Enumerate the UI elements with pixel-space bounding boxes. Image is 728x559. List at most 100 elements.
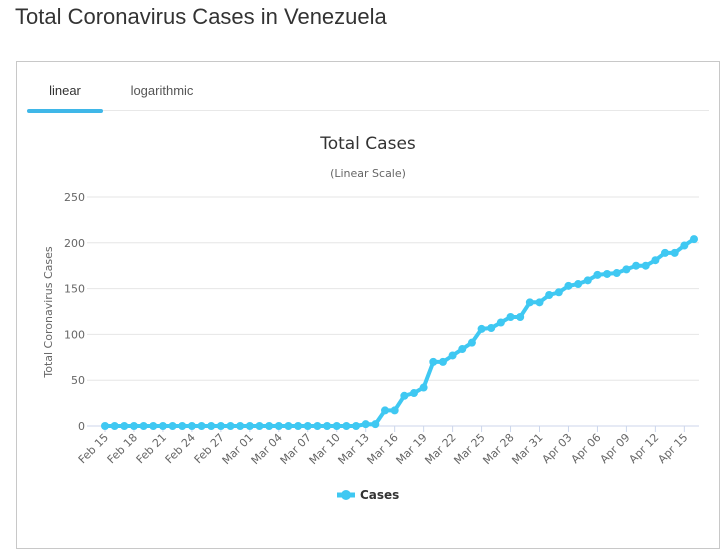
data-point[interactable] — [554, 288, 563, 297]
x-tick-label: Apr 06 — [569, 431, 604, 466]
y-tick-label: 250 — [64, 191, 85, 204]
data-point[interactable] — [168, 422, 177, 430]
series-cases — [101, 235, 698, 430]
data-point[interactable] — [149, 422, 158, 430]
data-point[interactable] — [197, 422, 206, 430]
data-point[interactable] — [583, 276, 592, 285]
data-point[interactable] — [207, 422, 216, 430]
data-point[interactable] — [352, 422, 361, 430]
x-tick-label: Mar 28 — [480, 431, 516, 467]
data-point[interactable] — [487, 323, 496, 332]
x-tick-label: Feb 24 — [163, 431, 198, 466]
data-point[interactable] — [564, 281, 573, 290]
data-point[interactable] — [390, 406, 399, 415]
y-axis-title: Total Coronavirus Cases — [42, 246, 55, 379]
data-point[interactable] — [101, 422, 109, 430]
legend[interactable]: Cases — [337, 488, 399, 502]
data-point[interactable] — [400, 391, 409, 400]
data-point[interactable] — [612, 269, 621, 278]
y-tick-label: 0 — [78, 420, 85, 433]
data-point[interactable] — [622, 265, 631, 274]
data-point[interactable] — [294, 422, 303, 430]
x-tick-label: Mar 22 — [422, 431, 458, 467]
x-tick-label: Feb 21 — [134, 431, 169, 466]
x-tick-label: Feb 15 — [76, 431, 111, 466]
data-point[interactable] — [661, 248, 670, 257]
data-point[interactable] — [255, 422, 264, 430]
data-point[interactable] — [525, 298, 534, 307]
data-point[interactable] — [274, 422, 283, 430]
data-point[interactable] — [158, 422, 167, 430]
data-point[interactable] — [323, 422, 332, 430]
legend-label-cases: Cases — [360, 488, 399, 502]
data-point[interactable] — [284, 422, 293, 430]
data-point[interactable] — [641, 261, 650, 270]
data-point[interactable] — [545, 291, 554, 300]
chart-panel: linear logarithmic Total Cases (Linear S… — [16, 61, 720, 549]
data-point[interactable] — [129, 422, 138, 430]
data-point[interactable] — [467, 338, 476, 347]
data-point[interactable] — [574, 280, 583, 289]
scale-tabs: linear logarithmic — [27, 62, 709, 113]
data-point[interactable] — [632, 261, 641, 270]
data-point[interactable] — [458, 345, 467, 354]
x-tick-label: Apr 03 — [540, 431, 575, 466]
x-tick-label: Apr 15 — [655, 431, 690, 466]
data-point[interactable] — [216, 422, 225, 430]
series-line-cases — [103, 237, 696, 428]
page-title: Total Coronavirus Cases in Venezuela — [15, 4, 387, 29]
data-point[interactable] — [506, 312, 515, 321]
y-tick-label: 200 — [64, 237, 85, 250]
x-tick-label: Mar 01 — [220, 431, 256, 467]
data-point[interactable] — [603, 269, 612, 278]
data-point[interactable] — [371, 420, 380, 429]
data-point[interactable] — [381, 406, 390, 415]
data-point[interactable] — [342, 422, 351, 430]
data-point[interactable] — [438, 357, 447, 366]
x-tick-label: Mar 16 — [365, 431, 401, 467]
x-tick-label: Mar 31 — [509, 431, 545, 467]
tab-linear[interactable]: linear — [27, 62, 103, 113]
x-tick-label: Apr 09 — [598, 431, 633, 466]
data-point[interactable] — [245, 422, 254, 430]
data-point[interactable] — [332, 422, 341, 430]
data-point[interactable] — [593, 270, 602, 279]
x-tick-label: Feb 18 — [105, 431, 140, 466]
data-point[interactable] — [680, 241, 689, 250]
data-point[interactable] — [178, 422, 187, 430]
x-tick-label: Mar 13 — [336, 431, 372, 467]
data-point[interactable] — [535, 298, 544, 307]
data-point[interactable] — [477, 324, 486, 333]
data-point[interactable] — [110, 422, 119, 430]
data-point[interactable] — [448, 351, 457, 360]
data-point[interactable] — [429, 357, 438, 366]
chart-subtitle: (Linear Scale) — [330, 167, 406, 180]
x-tick-label: Mar 10 — [307, 431, 343, 467]
data-point[interactable] — [187, 422, 196, 430]
data-point[interactable] — [313, 422, 322, 430]
data-point[interactable] — [419, 383, 428, 392]
data-point[interactable] — [651, 256, 660, 265]
y-tick-label: 50 — [71, 374, 85, 387]
data-point[interactable] — [409, 389, 418, 398]
x-tick-label: Mar 04 — [249, 431, 285, 467]
x-tick-label: Apr 12 — [626, 431, 661, 466]
data-point[interactable] — [120, 422, 129, 430]
data-point[interactable] — [303, 422, 312, 430]
data-point[interactable] — [670, 248, 679, 257]
y-axis-ticks: 0 50 100 150 200 250 — [64, 191, 85, 433]
x-tick-label: Mar 25 — [451, 431, 487, 467]
data-point[interactable] — [516, 312, 525, 321]
data-point[interactable] — [139, 422, 148, 430]
x-tick-label: Mar 07 — [278, 431, 314, 467]
tab-logarithmic[interactable]: logarithmic — [130, 83, 194, 98]
data-point[interactable] — [690, 235, 698, 244]
data-point[interactable] — [226, 422, 235, 430]
data-point[interactable] — [265, 422, 274, 430]
chart-title: Total Cases — [319, 134, 416, 154]
data-point[interactable] — [496, 318, 505, 327]
grid-lines — [87, 196, 699, 427]
data-point[interactable] — [236, 422, 245, 430]
data-point[interactable] — [361, 420, 370, 429]
